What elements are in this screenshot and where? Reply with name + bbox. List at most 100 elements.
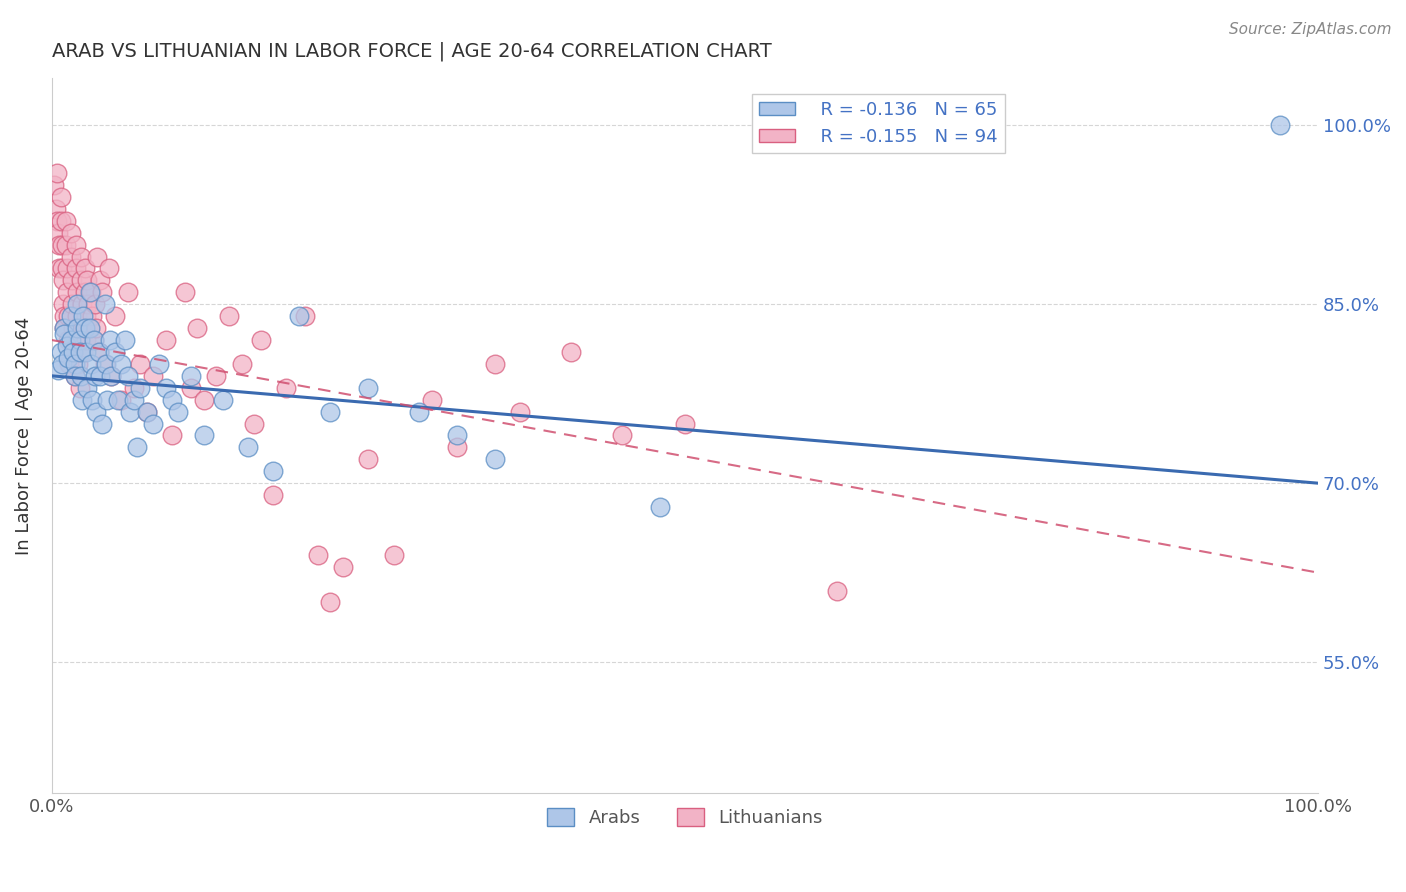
Point	[44, 178, 66, 192]
Point	[73, 321, 96, 335]
Point	[80, 357, 103, 371]
Point	[357, 452, 380, 467]
Point	[96, 392, 118, 407]
Point	[100, 368, 122, 383]
Point	[45, 166, 67, 180]
Point	[56, 261, 79, 276]
Point	[610, 428, 633, 442]
Point	[307, 548, 329, 562]
Point	[243, 417, 266, 431]
Point	[110, 357, 132, 371]
Point	[122, 392, 145, 407]
Point	[53, 321, 76, 335]
Point	[673, 417, 696, 431]
Point	[484, 357, 506, 371]
Point	[51, 357, 73, 371]
Point	[80, 285, 103, 300]
Point	[236, 441, 259, 455]
Point	[73, 285, 96, 300]
Legend: Arabs, Lithuanians: Arabs, Lithuanians	[540, 801, 830, 834]
Point	[63, 368, 86, 383]
Point	[46, 226, 69, 240]
Point	[100, 368, 122, 383]
Point	[53, 321, 76, 335]
Text: ARAB VS LITHUANIAN IN LABOR FORCE | AGE 20-64 CORRELATION CHART: ARAB VS LITHUANIAN IN LABOR FORCE | AGE …	[52, 42, 772, 62]
Point	[55, 213, 77, 227]
Point	[53, 327, 76, 342]
Point	[45, 213, 67, 227]
Point	[79, 321, 101, 335]
Point	[56, 285, 79, 300]
Point	[1268, 118, 1291, 132]
Point	[142, 417, 165, 431]
Point	[83, 333, 105, 347]
Point	[49, 345, 72, 359]
Point	[94, 357, 117, 371]
Point	[180, 381, 202, 395]
Point	[484, 452, 506, 467]
Point	[96, 357, 118, 371]
Point	[53, 309, 76, 323]
Point	[148, 357, 170, 371]
Point	[91, 417, 114, 431]
Point	[82, 309, 104, 323]
Point	[262, 488, 284, 502]
Point	[87, 345, 110, 359]
Point	[180, 368, 202, 383]
Point	[79, 285, 101, 300]
Y-axis label: In Labor Force | Age 20-64: In Labor Force | Age 20-64	[15, 317, 32, 555]
Point	[69, 333, 91, 347]
Point	[91, 285, 114, 300]
Point	[70, 368, 93, 383]
Point	[66, 309, 89, 323]
Point	[58, 309, 80, 323]
Point	[509, 404, 531, 418]
Point	[173, 285, 195, 300]
Point	[63, 368, 86, 383]
Point	[205, 368, 228, 383]
Point	[287, 309, 309, 323]
Point	[231, 357, 253, 371]
Point	[274, 381, 297, 395]
Point	[117, 285, 139, 300]
Point	[218, 309, 240, 323]
Point	[59, 309, 82, 323]
Point	[155, 333, 177, 347]
Point	[319, 404, 342, 418]
Point	[382, 548, 405, 562]
Point	[129, 357, 152, 371]
Point	[67, 333, 90, 347]
Point	[65, 237, 87, 252]
Point	[319, 595, 342, 609]
Point	[55, 237, 77, 252]
Point	[83, 368, 105, 383]
Point	[186, 321, 208, 335]
Point	[75, 309, 97, 323]
Point	[51, 261, 73, 276]
Point	[83, 297, 105, 311]
Point	[62, 345, 84, 359]
Point	[420, 392, 443, 407]
Point	[48, 261, 70, 276]
Point	[52, 273, 75, 287]
Point	[65, 261, 87, 276]
Point	[45, 202, 67, 216]
Point	[142, 368, 165, 383]
Point	[69, 381, 91, 395]
Point	[69, 345, 91, 359]
Point	[83, 333, 105, 347]
Point	[70, 273, 93, 287]
Point	[66, 321, 89, 335]
Point	[49, 213, 72, 227]
Point	[122, 381, 145, 395]
Point	[160, 392, 183, 407]
Point	[63, 357, 86, 371]
Point	[70, 321, 93, 335]
Point	[104, 345, 127, 359]
Point	[66, 285, 89, 300]
Point	[62, 321, 84, 335]
Point	[76, 381, 98, 395]
Point	[72, 345, 94, 359]
Point	[94, 297, 117, 311]
Point	[84, 321, 107, 335]
